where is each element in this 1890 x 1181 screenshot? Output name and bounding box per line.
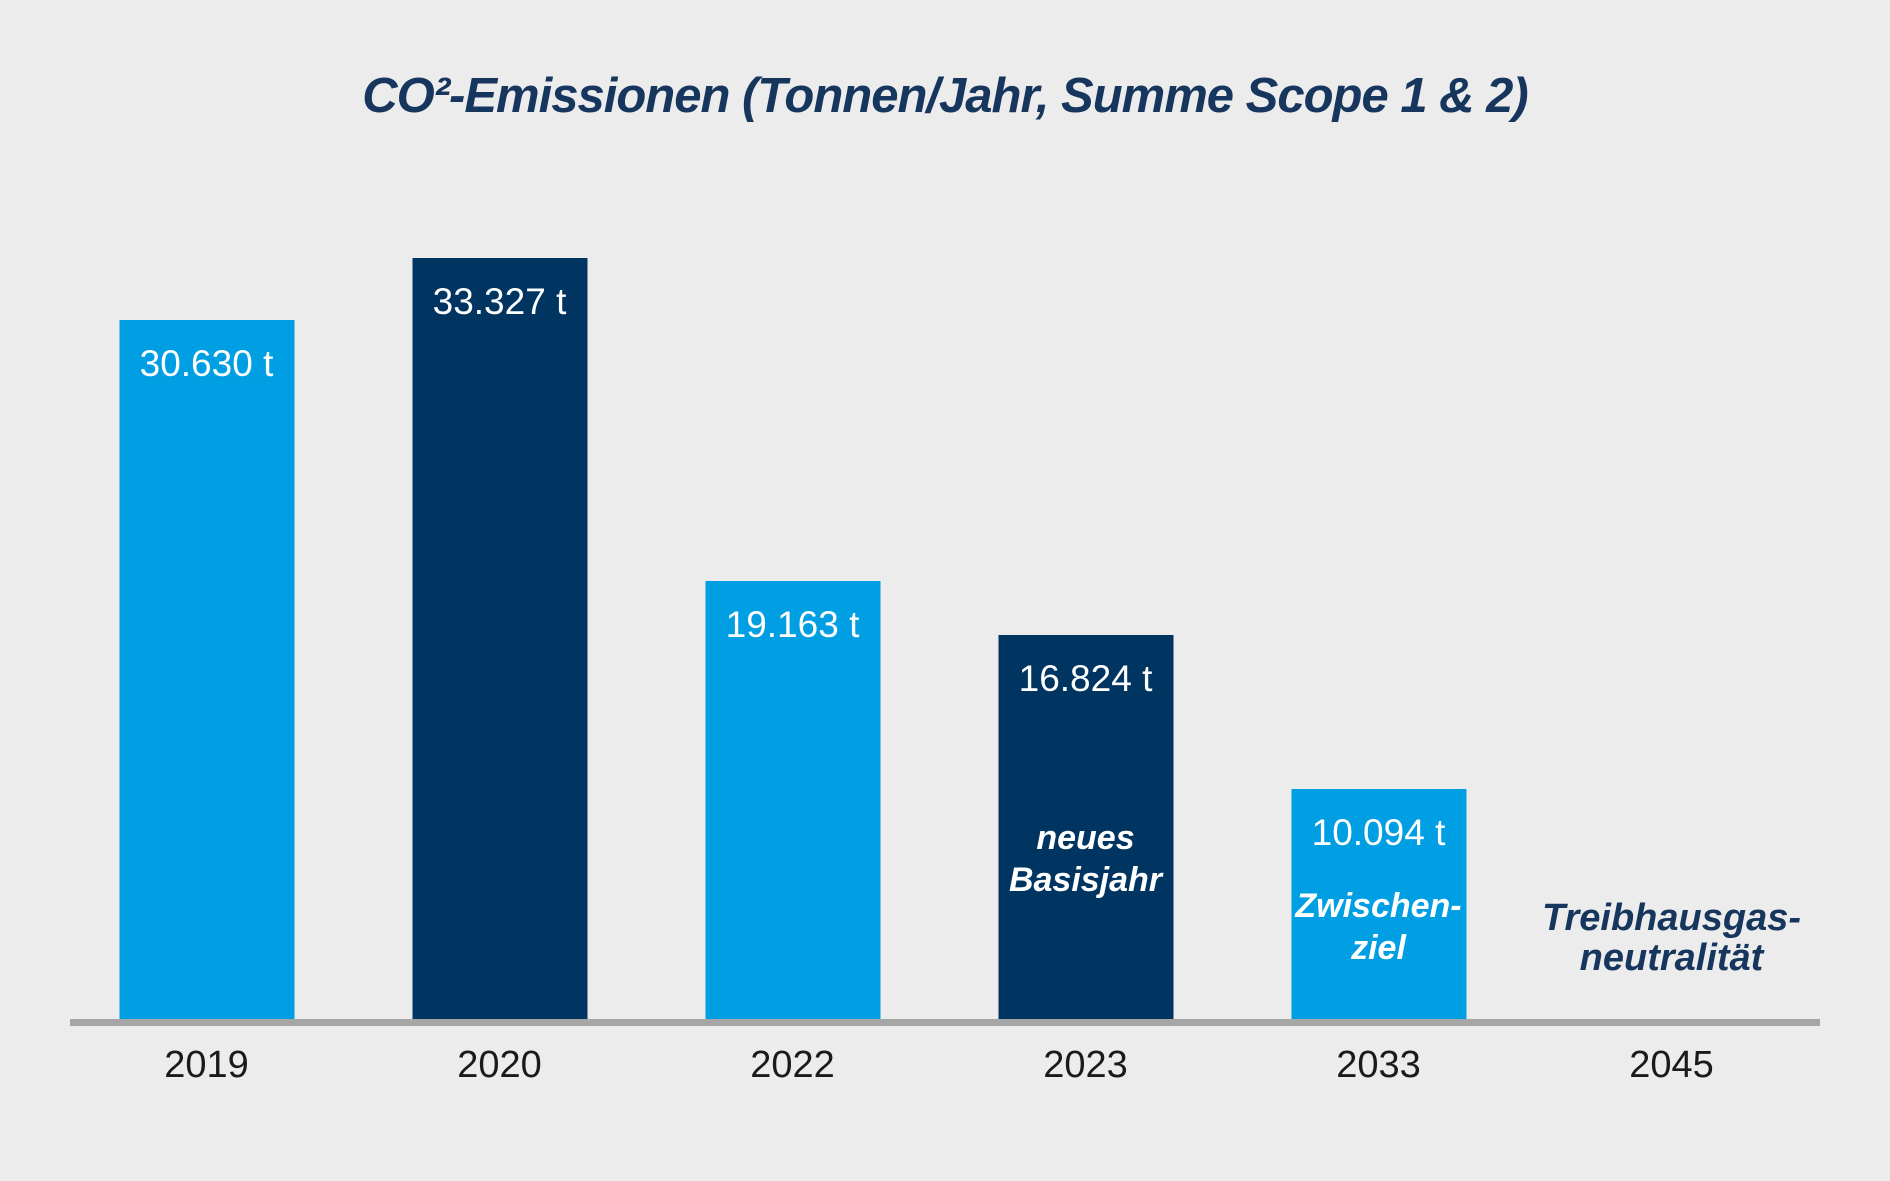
x-axis-label-2033: 2033 xyxy=(1336,1044,1421,1086)
bar-value-label: 10.094 t xyxy=(1311,812,1446,853)
bar-columns: 30.630 t 33.327 t 19.163 t 16.824 t neue… xyxy=(60,0,1818,1019)
x-axis-line xyxy=(70,1019,1820,1026)
column-2033: 10.094 t Zwischen- ziel xyxy=(1232,0,1525,1019)
bar-value-label: 19.163 t xyxy=(725,604,860,645)
bar-2033: 10.094 t Zwischen- ziel xyxy=(1291,789,1466,1019)
column-2020: 33.327 t xyxy=(353,0,646,1019)
bar-value-label: 30.630 t xyxy=(139,343,274,384)
bar-value-label: 33.327 t xyxy=(432,281,567,322)
x-axis-label-2019: 2019 xyxy=(164,1044,249,1086)
bar-2020: 33.327 t xyxy=(412,258,587,1019)
annotation-line: neutralität xyxy=(1579,937,1764,979)
x-axis-label-2023: 2023 xyxy=(1043,1044,1128,1086)
annotation-neues-basisjahr: neues Basisjahr xyxy=(998,817,1173,901)
bar-2022: 19.163 t xyxy=(705,581,880,1019)
x-axis-label-2020: 2020 xyxy=(457,1044,542,1086)
x-axis-label-2022: 2022 xyxy=(750,1044,835,1086)
annotation-treibhausgasneutralitaet: Treibhausgas- neutralität xyxy=(1532,898,1812,978)
bar-2023: 16.824 t neues Basisjahr xyxy=(998,635,1173,1019)
column-2023: 16.824 t neues Basisjahr xyxy=(939,0,1232,1019)
annotation-line: neues xyxy=(1036,819,1135,857)
annotation-line: Zwischen- xyxy=(1295,887,1462,925)
chart-title: CO²-Emissionen (Tonnen/Jahr, Summe Scope… xyxy=(362,69,1529,123)
x-axis-labels: 2019 2020 2022 2023 2033 2045 xyxy=(60,1044,1818,1087)
bar-value-label: 16.824 t xyxy=(1018,658,1153,699)
column-2022: 19.163 t xyxy=(646,0,939,1019)
column-2045: Treibhausgas- neutralität xyxy=(1525,0,1818,1019)
annotation-line: Treibhausgas- xyxy=(1541,897,1802,939)
bar-2019: 30.630 t xyxy=(119,320,294,1019)
annotation-line: ziel xyxy=(1351,929,1406,967)
column-2019: 30.630 t xyxy=(60,0,353,1019)
annotation-zwischenziel: Zwischen- ziel xyxy=(1291,885,1466,969)
annotation-line: Basisjahr xyxy=(1008,861,1163,899)
x-axis-label-2045: 2045 xyxy=(1629,1044,1714,1086)
